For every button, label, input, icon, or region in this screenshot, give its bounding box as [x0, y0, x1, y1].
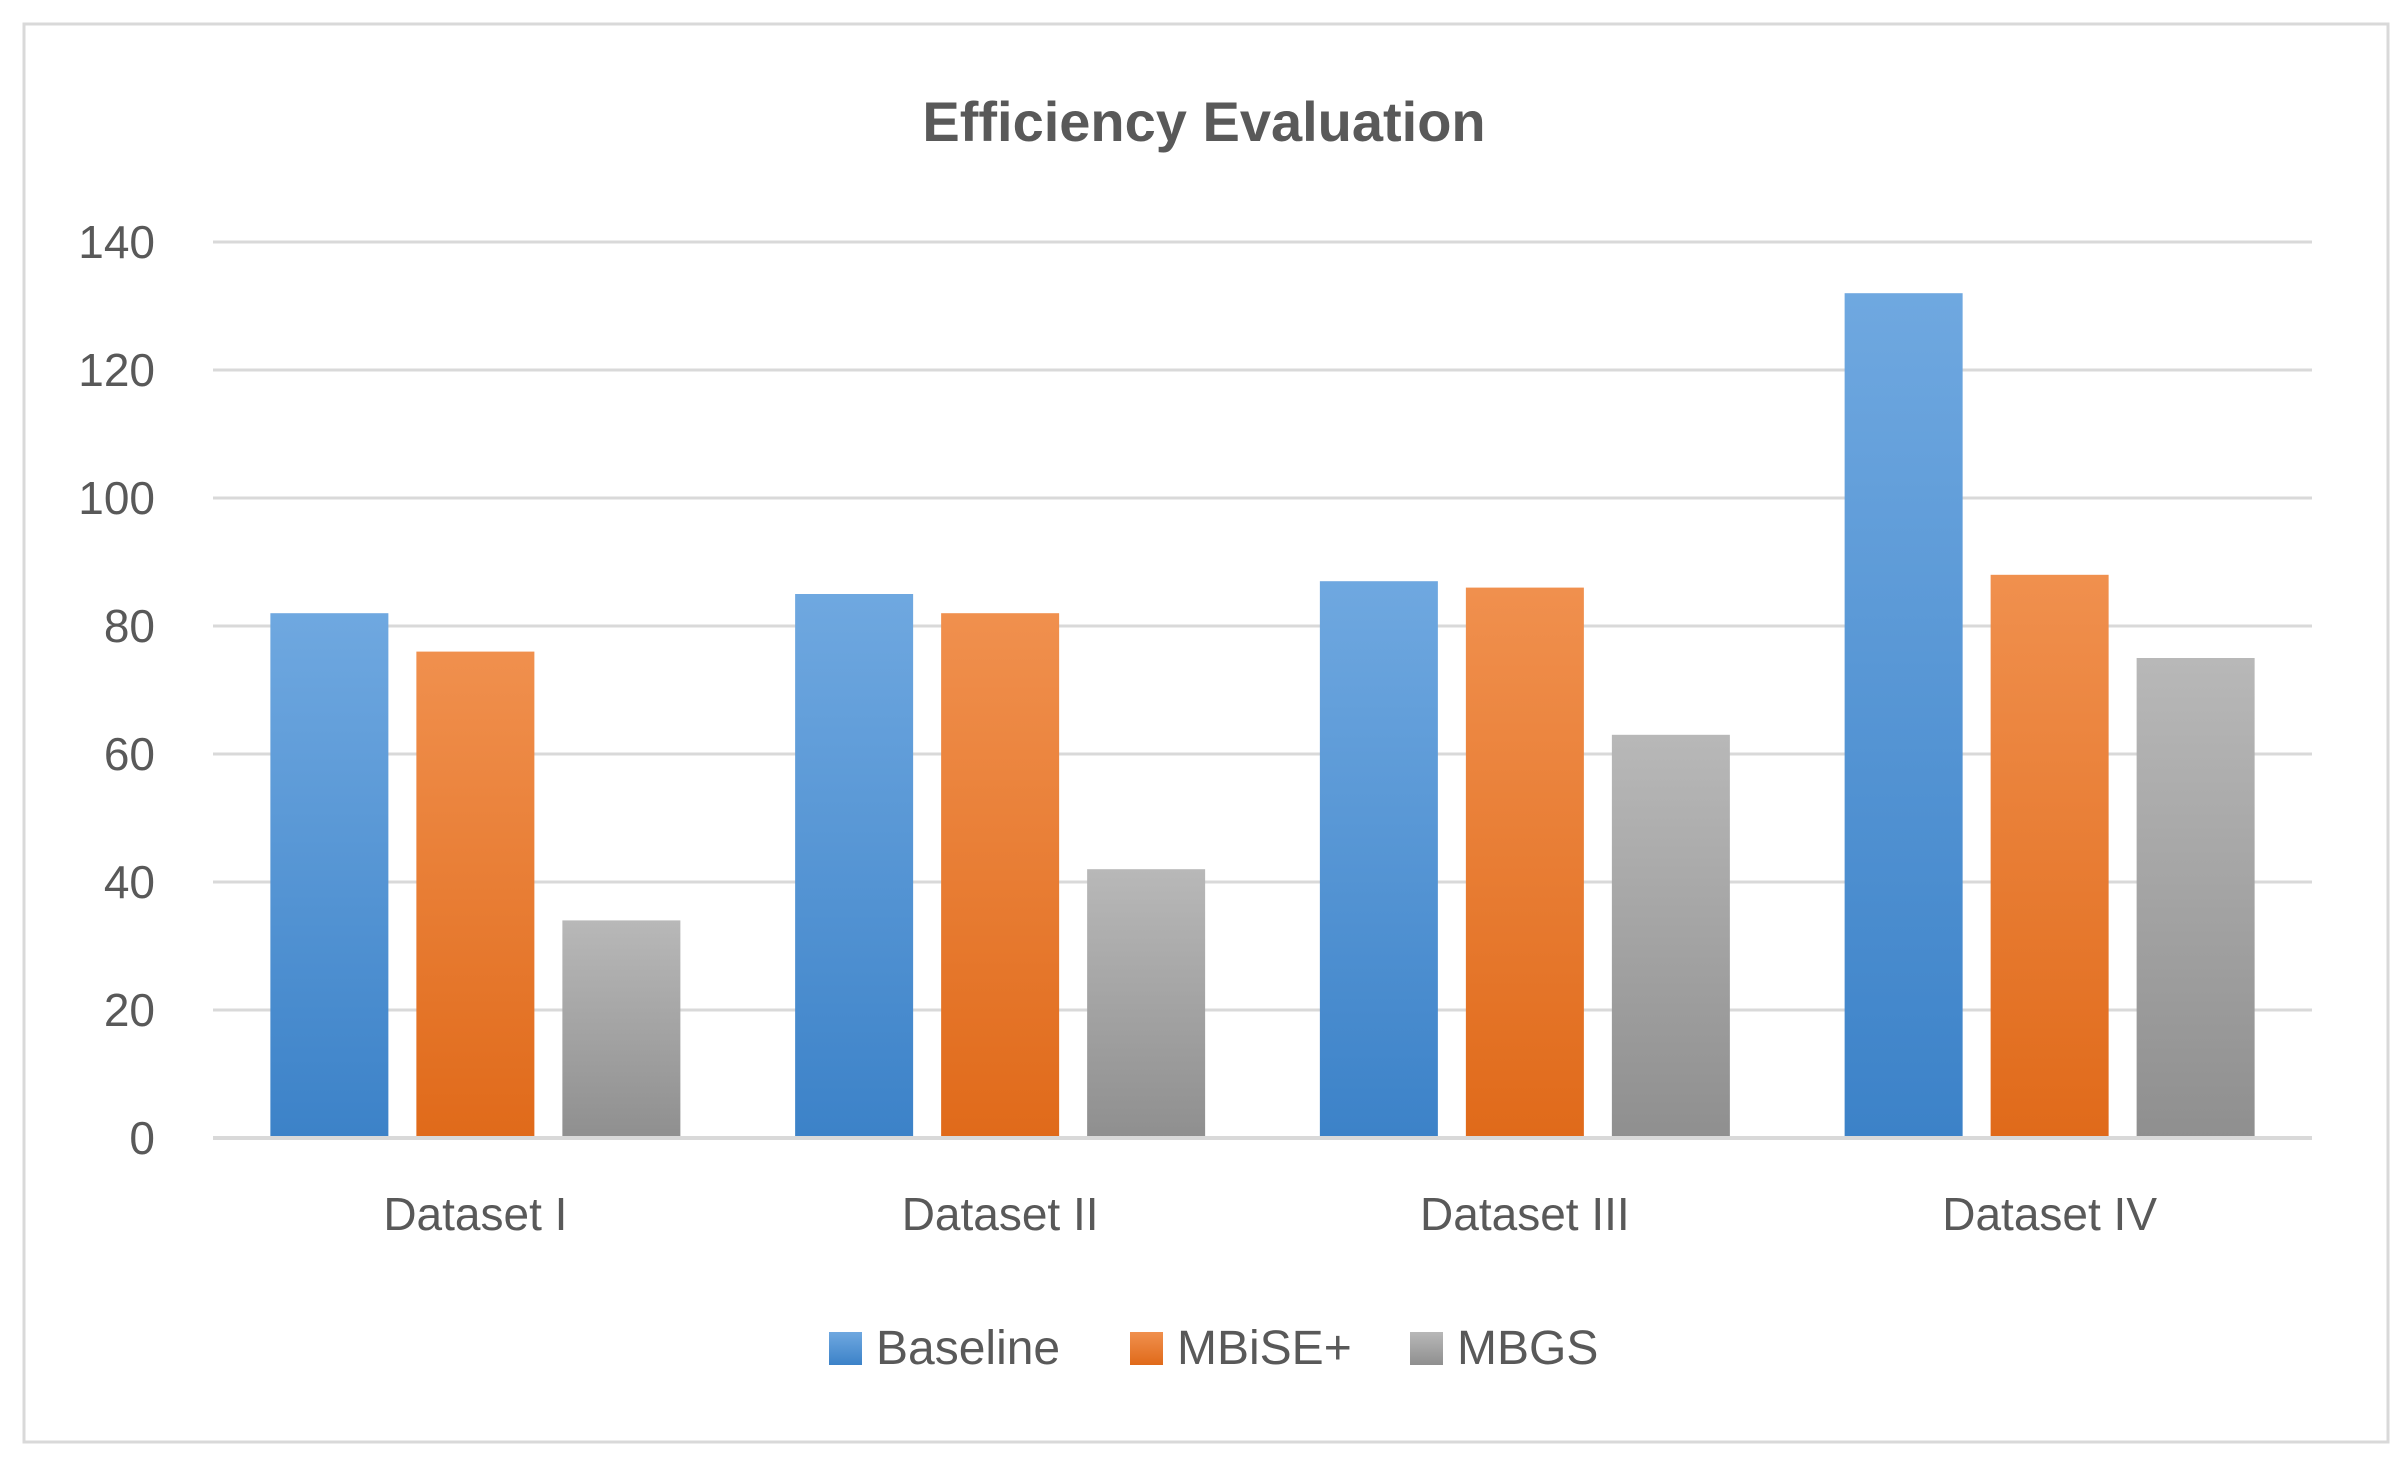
bar-baseline-2 — [795, 594, 914, 1138]
legend-label: Baseline — [876, 1322, 1060, 1375]
y-tick-label: 140 — [78, 216, 155, 268]
bar-baseline-1 — [270, 613, 389, 1138]
y-tick-label: 120 — [78, 344, 155, 396]
legend-label: MBGS — [1457, 1322, 1598, 1375]
bar-baseline-3 — [1319, 581, 1438, 1138]
bar-mbise-1 — [416, 651, 535, 1138]
bar-baseline-4 — [1844, 293, 1963, 1138]
x-category-label: Dataset IV — [1942, 1188, 2157, 1240]
x-category-label: Dataset II — [902, 1188, 1099, 1240]
bar-mbise-3 — [1465, 587, 1584, 1138]
bars — [270, 293, 2255, 1138]
x-axis-categories: Dataset I Dataset II Dataset III Dataset IV — [383, 1188, 2157, 1240]
bar-mbise-2 — [941, 613, 1060, 1138]
x-category-label: Dataset III — [1420, 1188, 1630, 1240]
y-tick-label: 0 — [129, 1112, 155, 1164]
y-tick-label: 40 — [104, 856, 155, 908]
legend-swatch-mbgs — [1410, 1332, 1443, 1365]
legend: Baseline MBiSE+ MBGS — [829, 1322, 1598, 1375]
legend-swatch-mbise — [1130, 1332, 1163, 1365]
y-tick-label: 60 — [104, 728, 155, 780]
legend-label: MBiSE+ — [1177, 1322, 1352, 1375]
bar-mbgs-3 — [1611, 734, 1730, 1138]
y-tick-label: 80 — [104, 600, 155, 652]
x-category-label: Dataset I — [383, 1188, 567, 1240]
legend-swatch-baseline — [829, 1332, 862, 1365]
bar-mbgs-2 — [1087, 869, 1206, 1138]
chart-title: Efficiency Evaluation — [922, 90, 1485, 153]
bar-mbgs-4 — [2136, 658, 2255, 1138]
y-axis-ticks: 0 20 40 60 80 100 120 140 — [78, 216, 155, 1164]
bar-mbgs-1 — [562, 920, 681, 1138]
y-tick-label: 20 — [104, 984, 155, 1036]
bar-mbise-4 — [1990, 574, 2109, 1138]
y-tick-label: 100 — [78, 472, 155, 524]
